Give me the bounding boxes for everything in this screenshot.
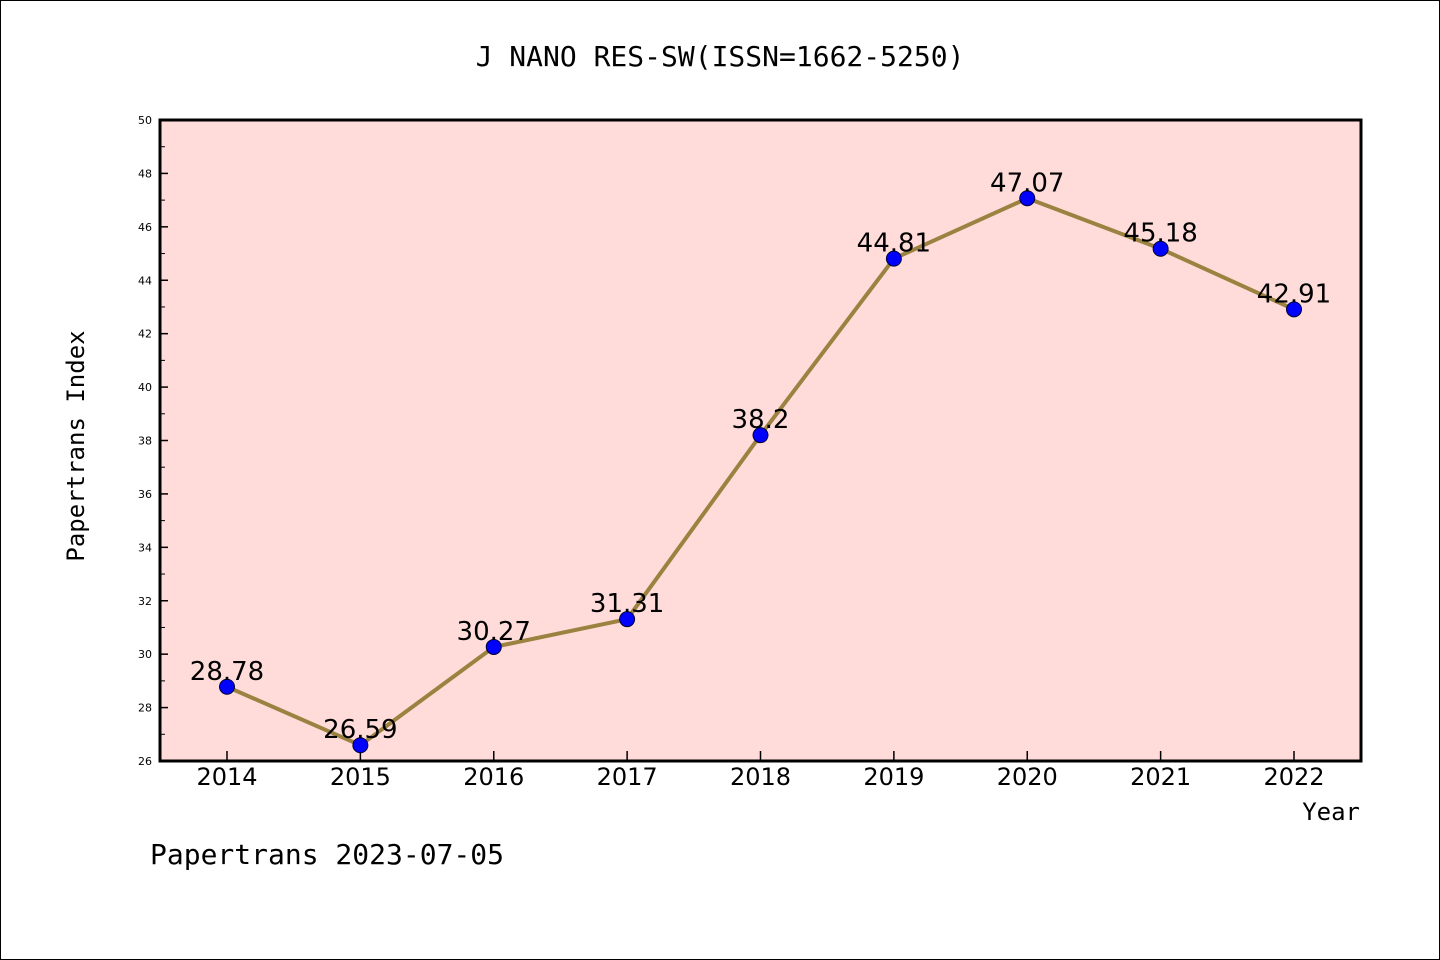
data-point-label: 44.81 [857, 229, 931, 259]
x-tick-label: 2021 [1130, 763, 1191, 791]
y-tick-label: 28 [138, 702, 152, 715]
x-axis-label: Year [1302, 798, 1360, 826]
x-tick-label: 2017 [597, 763, 658, 791]
footer-credit: Papertrans 2023-07-05 [150, 838, 504, 871]
x-axis-ticks: 2014 2015 2016 2017 2018 2019 2020 2021 2022 [196, 751, 1325, 791]
x-tick-label: 2018 [730, 763, 791, 791]
y-tick-label: 42 [138, 328, 152, 341]
x-tick-label: 2014 [196, 763, 257, 791]
x-tick-label: 2019 [863, 763, 924, 791]
data-point-label: 38.2 [732, 405, 790, 435]
y-tick-label: 30 [138, 648, 152, 661]
data-point-label: 26.59 [323, 715, 397, 745]
chart-title: J NANO RES-SW(ISSN=1662-5250) [476, 40, 965, 73]
y-tick-label: 32 [138, 595, 152, 608]
x-tick-label: 2015 [330, 763, 391, 791]
series-layer: 28.78 26.59 30.27 31.31 38.2 44.81 47.07 45.18 4… [190, 168, 1331, 754]
x-tick-label: 2022 [1263, 763, 1324, 791]
y-tick-label: 38 [138, 435, 152, 448]
data-point-marker [352, 737, 369, 754]
y-axis-label: Papertrans Index [62, 330, 90, 561]
y-tick-label: 50 [138, 114, 152, 127]
y-tick-label: 44 [138, 274, 152, 287]
data-point-label: 31.31 [590, 589, 664, 619]
y-tick-label: 46 [138, 221, 152, 234]
y-tick-label: 36 [138, 488, 152, 501]
data-point-marker [1152, 240, 1169, 257]
data-point-marker [619, 611, 636, 628]
data-point-marker [1286, 301, 1302, 318]
data-point-label: 45.18 [1123, 219, 1197, 249]
x-tick-label: 2016 [463, 763, 524, 791]
y-tick-label: 40 [138, 381, 152, 394]
data-point-label: 30.27 [457, 617, 531, 647]
plot-border [158, 118, 1363, 763]
data-point-label: 47.07 [990, 168, 1064, 198]
data-point-marker [752, 427, 769, 444]
data-point-marker [885, 250, 902, 267]
y-tick-label: 26 [138, 755, 152, 768]
y-tick-label: 48 [138, 167, 152, 180]
x-tick-label: 2020 [997, 763, 1058, 791]
y-tick-label: 34 [138, 541, 152, 554]
data-point-label: 42.91 [1257, 279, 1331, 309]
data-point-label: 28.78 [190, 657, 264, 687]
data-point-marker [485, 638, 502, 655]
data-point-marker [219, 678, 235, 695]
data-point-marker [1019, 190, 1036, 207]
